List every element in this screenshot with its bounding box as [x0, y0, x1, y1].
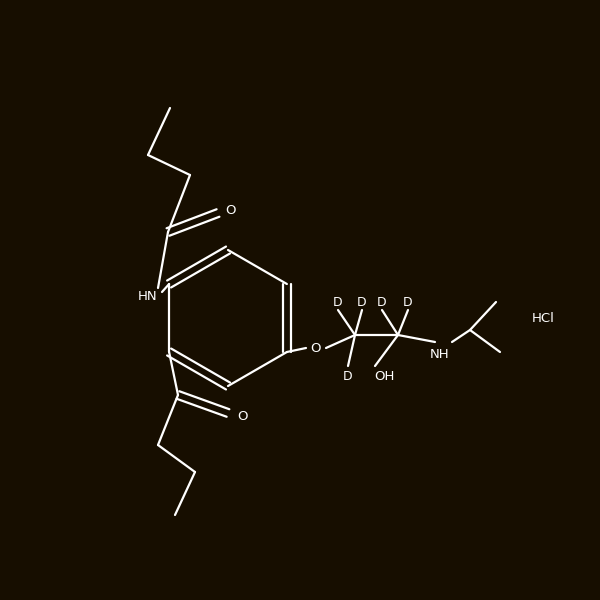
Text: D: D [403, 295, 413, 308]
Text: D: D [357, 295, 367, 308]
Text: OH: OH [374, 370, 394, 383]
Text: D: D [343, 370, 353, 383]
Text: D: D [377, 295, 387, 308]
Text: O: O [311, 341, 321, 355]
Text: O: O [226, 203, 236, 217]
Text: O: O [237, 409, 247, 422]
Text: NH: NH [430, 349, 450, 361]
Text: HN: HN [138, 290, 158, 302]
Text: HCl: HCl [532, 311, 554, 325]
Text: D: D [333, 295, 343, 308]
